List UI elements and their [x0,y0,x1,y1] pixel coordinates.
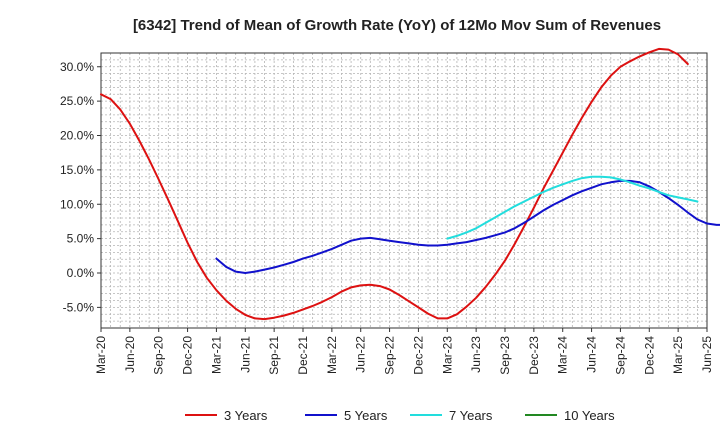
legend: 3 Years 5 Years 7 Years 10 Years [185,408,615,423]
legend-label: 7 Years [449,408,493,423]
x-tick-label: Mar-20 [94,336,108,374]
x-tick-label: Jun-21 [238,336,252,373]
x-tick-label: Mar-21 [209,336,223,374]
y-tick-label: 25.0% [60,94,94,108]
x-tick-label: Sep-21 [267,336,281,375]
series-line-7-years [446,175,699,240]
x-tick-label: Sep-22 [383,336,397,375]
series-lines [100,47,720,321]
y-tick-label: 20.0% [60,129,94,143]
legend-label: 10 Years [564,408,615,423]
axes: -5.0% 0.0% 5.0% 10.0% 15.0% 20.0% 25.0% 30.0% Ma… [60,52,714,375]
x-tick-label: Mar-25 [671,336,685,374]
y-tick-label: 10.0% [60,197,94,211]
x-tick-label: Dec-21 [296,336,310,375]
x-tick-label: Jun-20 [123,336,137,373]
x-tick-label: Dec-24 [642,336,656,375]
x-tick-label: Dec-22 [411,336,425,375]
series-line-3-years [100,47,689,321]
legend-label: 5 Years [344,408,388,423]
series-line-5-years [215,179,720,274]
y-tick-label: 5.0% [67,232,95,246]
x-tick-label: Mar-22 [325,336,339,374]
x-tick-label: Dec-20 [181,336,195,375]
x-tick-label: Mar-24 [556,336,570,374]
y-tick-label: 15.0% [60,163,94,177]
y-tick-label: 30.0% [60,60,94,74]
x-tick-label: Dec-23 [527,336,541,375]
chart-title: [6342] Trend of Mean of Growth Rate (YoY… [133,17,661,34]
x-tick-label: Jun-24 [585,336,599,373]
x-tick-label: Mar-23 [440,336,454,374]
x-tick-label: Jun-22 [354,336,368,373]
x-tick-label: Sep-20 [152,336,166,375]
x-tick-label: Jun-25 [700,336,714,373]
legend-label: 3 Years [224,408,268,423]
y-tick-label: 0.0% [67,266,95,280]
x-tick-label: Jun-23 [469,336,483,373]
x-tick-label: Sep-24 [613,336,627,375]
plot-frame [100,52,708,329]
plot-area [101,53,707,328]
x-tick-label: Sep-23 [498,336,512,375]
y-tick-label: -5.0% [63,300,95,314]
